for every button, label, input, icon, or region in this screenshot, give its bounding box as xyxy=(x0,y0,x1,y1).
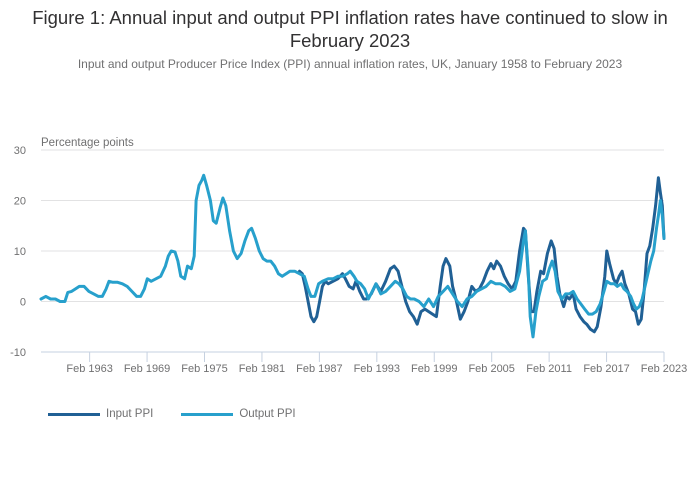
legend: Input PPI Output PPI xyxy=(48,408,324,420)
x-tick-label: Feb 1969 xyxy=(124,363,170,375)
legend-label-output-ppi: Output PPI xyxy=(239,408,296,420)
x-tick-label: Feb 1981 xyxy=(239,363,285,375)
series-lines xyxy=(39,173,666,339)
x-axis: Feb 1963 Feb 1969 Feb 1975 Feb 1981 Feb 1987… xyxy=(66,352,687,375)
legend-item-output-ppi[interactable]: Output PPI xyxy=(181,408,296,420)
y-tick-label: 10 xyxy=(14,246,26,258)
x-tick-label: Feb 2005 xyxy=(468,363,514,375)
y-axis: 30 20 10 0 -10 xyxy=(10,145,26,359)
y-tick-label: 0 xyxy=(20,297,26,309)
legend-swatch-output-ppi xyxy=(181,412,234,416)
series-line-input-ppi[interactable] xyxy=(298,176,666,334)
x-tick-label: Feb 1999 xyxy=(411,363,457,375)
x-tick-label: Feb 1975 xyxy=(181,363,227,375)
y-tick-label: 20 xyxy=(14,196,26,208)
y-tick-label: 30 xyxy=(14,145,26,157)
x-tick-label: Feb 2017 xyxy=(583,363,629,375)
chart-subtitle: Input and output Producer Price Index (P… xyxy=(77,57,623,71)
y-axis-title: Percentage points xyxy=(41,137,134,149)
x-tick-label: Feb 1987 xyxy=(296,363,342,375)
series-line-output-ppi[interactable] xyxy=(39,173,666,339)
legend-swatch-input-ppi xyxy=(48,412,100,416)
x-tick-label: Feb 2011 xyxy=(526,363,572,375)
x-tick-label: Feb 1993 xyxy=(354,363,400,375)
legend-label-input-ppi: Input PPI xyxy=(106,408,154,420)
x-tick-label: Feb 2023 xyxy=(641,363,687,375)
chart-title: Figure 1: Annual input and output PPI in… xyxy=(32,7,668,51)
y-tick-label: -10 xyxy=(10,347,26,359)
legend-item-input-ppi[interactable]: Input PPI xyxy=(48,408,153,420)
x-tick-label: Feb 1963 xyxy=(66,363,112,375)
gridlines xyxy=(41,149,664,353)
